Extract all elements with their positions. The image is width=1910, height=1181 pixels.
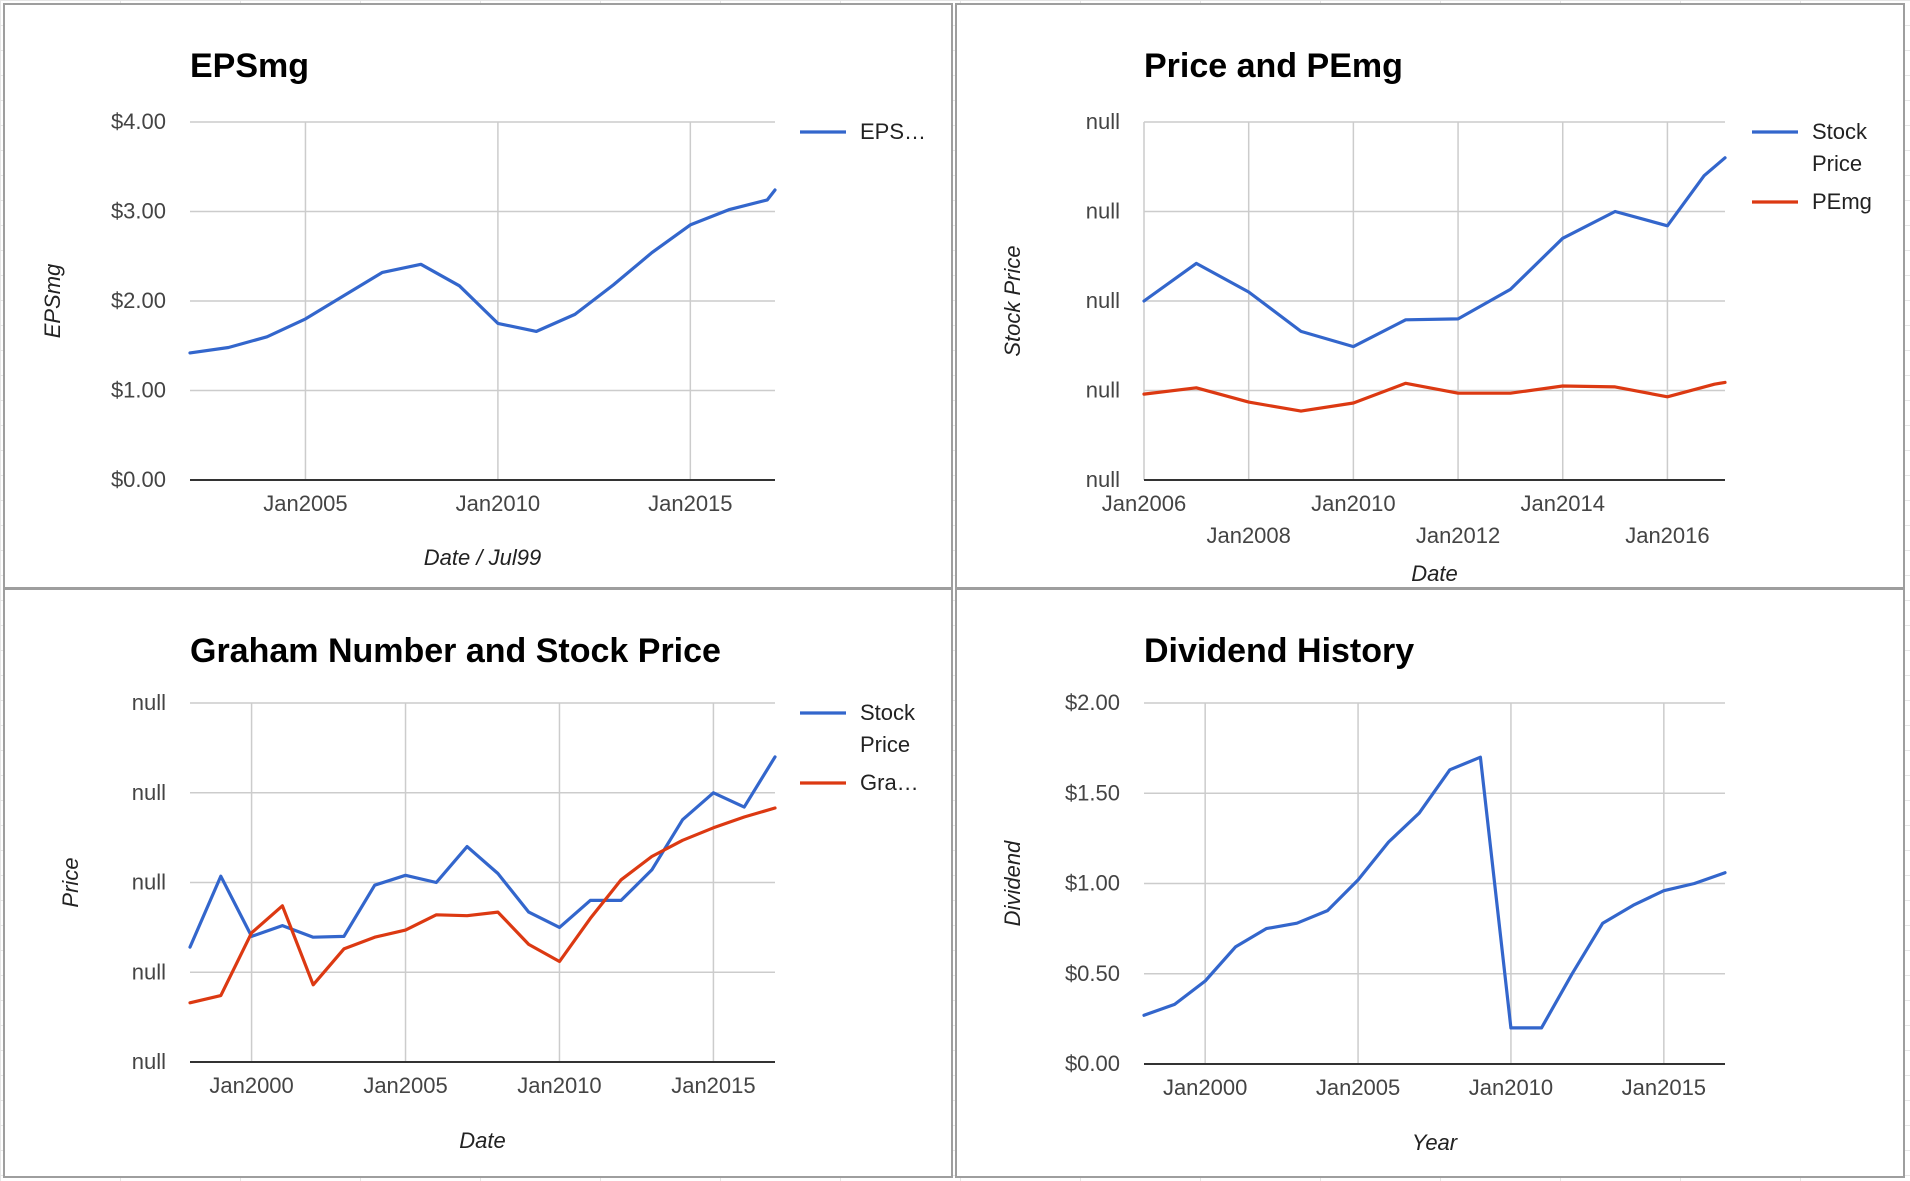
price-and-pemg-y-axis-title: Stock Price — [1000, 245, 1025, 356]
epsmg-legend-label-1: EPS… — [860, 119, 926, 144]
epsmg-y-tick-label: $3.00 — [111, 199, 166, 224]
chart-panel-price-and-pemg[interactable]: Price and PEmg null null null null null Jan200… — [955, 3, 1905, 589]
dividend-history-chart-title: Dividend History — [1144, 632, 1414, 670]
price-and-pemg-x-tick-label: Jan2014 — [1521, 491, 1605, 516]
dividend-history-x-tick-label: Jan2015 — [1622, 1075, 1706, 1100]
chart-panel-graham-number[interactable]: Graham Number and Stock Price null null nul… — [3, 588, 953, 1178]
epsmg-y-tick-label: $2.00 — [111, 288, 166, 313]
graham-number-and-stock-price-y-tick-label: null — [132, 690, 166, 715]
graham-number-and-stock-price-series-line-2 — [188, 806, 777, 1005]
price-and-pemg-x-tick-label: Jan2006 — [1102, 491, 1186, 516]
chart-panel-epsmg[interactable]: EPSmg $4.00 $3.00 $2.00 $1.00 $0.00 Jan2005 Jan… — [3, 3, 953, 589]
graham-number-and-stock-price-x-tick-label: Jan2015 — [671, 1073, 755, 1098]
dividend-history-x-tick-label: Jan2010 — [1469, 1075, 1553, 1100]
price-and-pemg-chart-svg: Price and PEmgnullnullnullnullnullJan200… — [1000, 47, 1872, 586]
graham-number-and-stock-price-chart-title: Graham Number and Stock Price — [190, 632, 721, 670]
graham-number-and-stock-price-y-tick-label: null — [132, 780, 166, 805]
chart-panel-dividend-history[interactable]: Dividend History $2.00 $1.50 $1.00 $0.50 $0.0… — [955, 588, 1905, 1178]
dividend-history-chart-svg: Dividend History $2.00 $1.50 $1.00 $0.50 $0.0… — [1000, 632, 1727, 1155]
dividend-history-y-tick-label: $0.00 — [1065, 1051, 1120, 1076]
graham-number-and-stock-price-y-axis-title: Price — [58, 857, 83, 907]
price-and-pemg-x-tick-label: Jan2008 — [1206, 523, 1290, 548]
dividend-history-y-tick-label: $1.00 — [1065, 871, 1120, 896]
price-and-pemg-x-tick-label: Jan2012 — [1416, 523, 1500, 548]
epsmg-y-tick-label: $4.00 — [111, 109, 166, 134]
price-and-pemg-legend-label-1: Stock Price — [1812, 119, 1868, 176]
graham-number-chart-svg: Graham Number and Stock Price null null nul… — [58, 632, 919, 1153]
epsmg-x-tick-label: Jan2010 — [456, 491, 540, 516]
graham-number-and-stock-price-y-tick-label: null — [132, 870, 166, 895]
price-and-pemg-y-tick-label: null — [1086, 199, 1120, 224]
price-and-pemg-chart-title: Price and PEmg — [1144, 47, 1403, 85]
dividend-history-y-tick-label: $0.50 — [1065, 961, 1120, 986]
epsmg-chart-svg: EPSmg $4.00 $3.00 $2.00 $1.00 $0.00 Jan2005 Jan… — [40, 47, 926, 570]
epsmg-x-tick-label: Jan2015 — [648, 491, 732, 516]
price-and-pemg-x-tick-label: Jan2010 — [1311, 491, 1395, 516]
graham-number-and-stock-price-legend-label-2: Gra… — [860, 770, 919, 795]
graham-number-and-stock-price-x-tick-label: Jan2010 — [517, 1073, 601, 1098]
dividend-history-y-axis-title: Dividend — [1000, 840, 1025, 926]
price-and-pemg-legend-label-2: PEmg — [1812, 189, 1872, 214]
price-and-pemg-y-tick-label: null — [1086, 467, 1120, 492]
graham-number-and-stock-price-y-tick-label: null — [132, 959, 166, 984]
epsmg-y-tick-label: $0.00 — [111, 467, 166, 492]
price-and-pemg-x-axis-title: Date — [1411, 561, 1457, 586]
graham-number-and-stock-price-legend-label-1: Stock Price — [860, 700, 916, 757]
price-and-pemg-series-line-2 — [1142, 380, 1727, 413]
graham-number-and-stock-price-series-line-1 — [188, 755, 777, 949]
dividend-history-x-tick-label: Jan2005 — [1316, 1075, 1400, 1100]
epsmg-x-axis-title: Date / Jul99 — [424, 545, 541, 570]
price-and-pemg-x-tick-label: Jan2016 — [1625, 523, 1709, 548]
price-and-pemg-y-tick-label: null — [1086, 288, 1120, 313]
dividend-history-y-tick-label: $2.00 — [1065, 690, 1120, 715]
epsmg-series-line-1 — [188, 188, 777, 355]
dividend-history-x-axis-title: Year — [1412, 1130, 1459, 1155]
graham-number-and-stock-price-x-tick-label: Jan2005 — [363, 1073, 447, 1098]
dividend-history-x-tick-label: Jan2000 — [1163, 1075, 1247, 1100]
price-and-pemg-y-tick-label: null — [1086, 378, 1120, 403]
graham-number-and-stock-price-x-tick-label: Jan2000 — [209, 1073, 293, 1098]
epsmg-chart-title: EPSmg — [190, 47, 309, 85]
dividend-history-y-tick-label: $1.50 — [1065, 780, 1120, 805]
dividend-history-series-line-1 — [1142, 755, 1727, 1030]
epsmg-y-axis-title: EPSmg — [40, 263, 65, 338]
price-and-pemg-series-line-1 — [1142, 156, 1727, 349]
graham-number-and-stock-price-y-tick-label: null — [132, 1049, 166, 1074]
graham-number-and-stock-price-x-axis-title: Date — [459, 1128, 505, 1153]
price-and-pemg-y-tick-label: null — [1086, 109, 1120, 134]
epsmg-x-tick-label: Jan2005 — [263, 491, 347, 516]
epsmg-y-tick-label: $1.00 — [111, 378, 166, 403]
